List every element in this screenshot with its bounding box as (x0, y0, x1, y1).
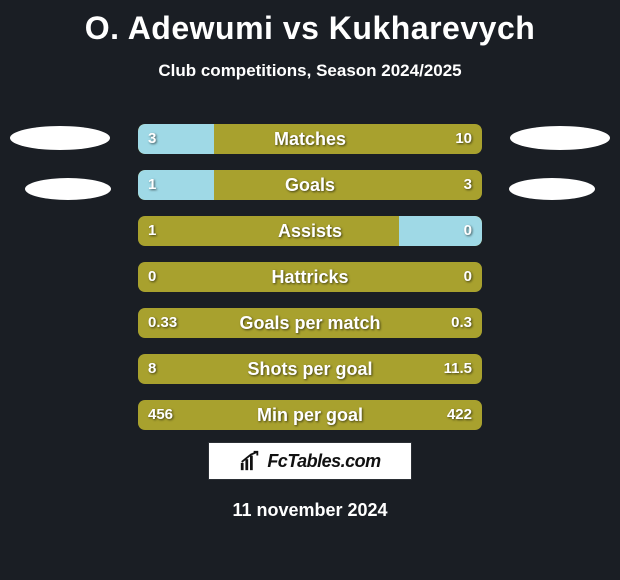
stat-label: Assists (138, 216, 482, 246)
logo-text: FcTables.com (267, 451, 380, 472)
comparison-card: O. Adewumi vs Kukharevych Club competiti… (0, 0, 620, 580)
page-title: O. Adewumi vs Kukharevych (0, 0, 620, 47)
stat-label: Goals (138, 170, 482, 200)
stat-row: 811.5Shots per goal (138, 354, 482, 384)
stat-row: 0.330.3Goals per match (138, 308, 482, 338)
logo-box: FcTables.com (208, 442, 412, 480)
subtitle: Club competitions, Season 2024/2025 (0, 61, 620, 81)
stat-row: 10Assists (138, 216, 482, 246)
stat-label: Min per goal (138, 400, 482, 430)
stat-label: Shots per goal (138, 354, 482, 384)
stat-row: 00Hattricks (138, 262, 482, 292)
player1-photo-placeholder-top (10, 126, 110, 150)
player1-photo-placeholder-bottom (25, 178, 111, 200)
stat-label: Hattricks (138, 262, 482, 292)
player2-photo-placeholder-top (510, 126, 610, 150)
fctables-logo-icon (239, 450, 261, 472)
date: 11 november 2024 (0, 500, 620, 521)
player2-photo-placeholder-bottom (509, 178, 595, 200)
stat-label: Goals per match (138, 308, 482, 338)
stats-bars: 310Matches 13Goals 10Assists 00Hattricks 0.3… (138, 124, 482, 446)
stat-row: 13Goals (138, 170, 482, 200)
stat-row: 456422Min per goal (138, 400, 482, 430)
stat-row: 310Matches (138, 124, 482, 154)
stat-label: Matches (138, 124, 482, 154)
